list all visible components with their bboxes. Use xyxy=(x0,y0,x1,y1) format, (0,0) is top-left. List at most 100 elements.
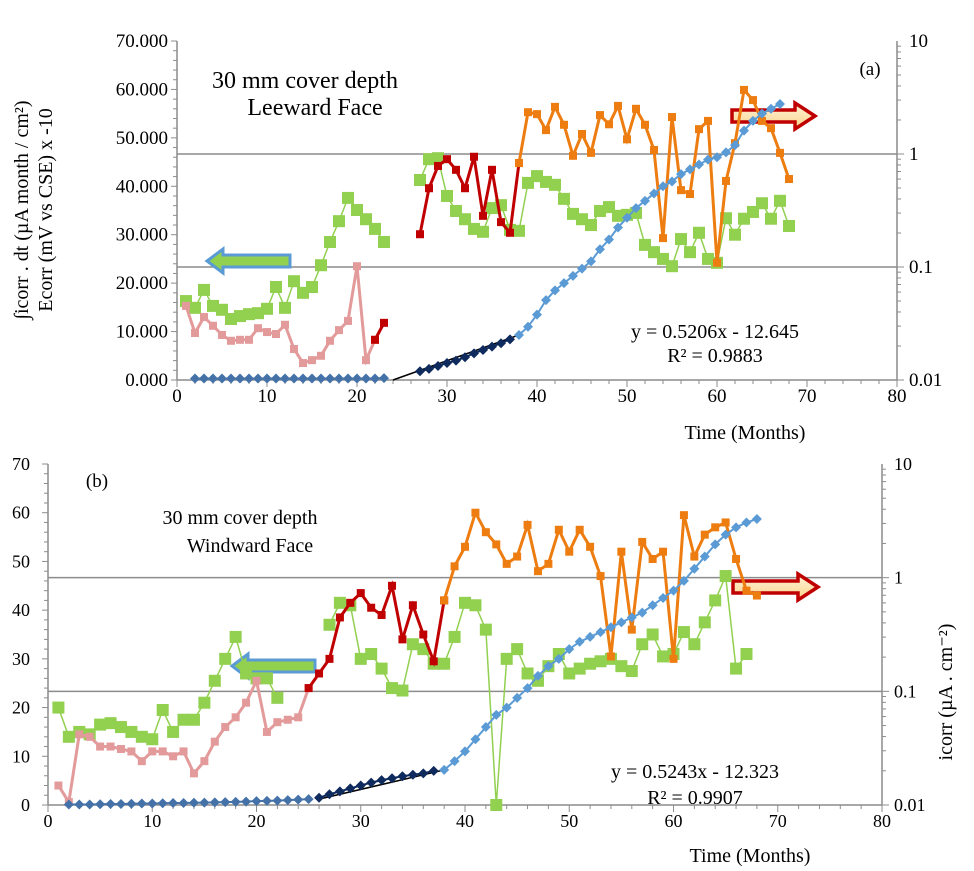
data-point xyxy=(684,246,696,259)
data-point xyxy=(127,747,136,756)
data-point xyxy=(575,525,584,534)
data-point xyxy=(210,737,219,746)
data-point xyxy=(432,152,444,165)
data-point xyxy=(677,626,690,639)
series-line-icorr-early xyxy=(184,265,377,366)
data-point xyxy=(658,592,669,603)
data-point xyxy=(369,222,381,235)
data-point xyxy=(200,313,208,322)
y2-tick-label: 1 xyxy=(909,144,919,165)
data-point xyxy=(574,636,585,647)
data-point xyxy=(523,321,533,332)
data-point xyxy=(479,623,492,636)
data-point xyxy=(577,263,587,274)
data-point xyxy=(480,722,491,733)
data-point xyxy=(208,674,221,687)
x-tick-label: 60 xyxy=(665,811,683,831)
data-point xyxy=(334,786,345,797)
data-point xyxy=(497,218,505,227)
data-point xyxy=(488,165,496,174)
series-line-cumulative-early xyxy=(68,798,309,806)
data-point xyxy=(689,563,700,574)
data-point xyxy=(688,638,701,651)
data-point xyxy=(720,529,731,540)
series-line-icorr-early xyxy=(57,676,311,807)
data-point xyxy=(694,159,704,170)
data-point xyxy=(146,733,159,746)
data-point xyxy=(282,795,293,806)
data-point xyxy=(199,373,209,384)
data-point xyxy=(587,148,595,157)
data-point xyxy=(388,581,397,590)
data-point xyxy=(461,542,469,551)
data-point xyxy=(442,358,452,369)
data-point xyxy=(586,256,596,267)
panel-label: (b) xyxy=(86,471,108,492)
series-line-cumulative-late xyxy=(443,518,758,771)
data-point xyxy=(314,792,325,803)
left-axis-arrow-icon xyxy=(204,246,292,276)
data-point xyxy=(443,155,451,164)
data-point xyxy=(148,747,157,756)
data-point xyxy=(668,113,676,122)
data-point xyxy=(290,345,298,354)
data-point xyxy=(677,186,685,195)
x-tick-label: 50 xyxy=(618,386,637,407)
data-point xyxy=(543,661,554,672)
data-point xyxy=(578,129,586,138)
data-point xyxy=(293,794,304,805)
data-point xyxy=(227,336,235,345)
data-point xyxy=(699,551,710,562)
data-point xyxy=(729,228,741,241)
data-point xyxy=(261,795,272,806)
y-tick-label: 20.000 xyxy=(116,273,168,294)
data-point xyxy=(491,709,502,720)
data-point xyxy=(783,219,795,232)
data-point xyxy=(115,799,126,810)
data-point xyxy=(251,796,262,807)
trendline-r2: R² = 0.9907 xyxy=(647,787,743,809)
data-point xyxy=(415,366,425,377)
data-point xyxy=(323,618,336,631)
trendline-equation: y = 0.5243x - 12.323 xyxy=(611,761,779,783)
data-point xyxy=(470,734,481,745)
data-point xyxy=(459,596,471,609)
data-point xyxy=(168,798,179,809)
data-point xyxy=(324,235,336,248)
data-point xyxy=(261,302,273,315)
y-tick-label: 0.000 xyxy=(125,370,168,391)
data-point xyxy=(686,190,694,199)
data-point xyxy=(515,159,523,168)
data-point xyxy=(470,152,478,161)
data-point xyxy=(299,359,307,368)
data-point xyxy=(698,616,711,629)
data-point xyxy=(304,684,313,693)
data-point xyxy=(648,246,660,259)
data-point xyxy=(700,530,709,539)
data-point xyxy=(632,104,640,113)
data-point xyxy=(352,373,362,384)
data-point xyxy=(96,742,105,751)
data-point xyxy=(105,799,116,810)
data-point xyxy=(550,285,560,296)
data-point xyxy=(262,727,271,736)
data-point xyxy=(460,746,470,757)
data-point xyxy=(343,373,353,384)
data-point xyxy=(189,301,201,314)
data-point xyxy=(595,627,606,638)
x-tick-label: 0 xyxy=(44,811,53,831)
data-point xyxy=(157,798,168,809)
data-point xyxy=(334,373,344,384)
data-point xyxy=(757,108,767,119)
data-point xyxy=(200,757,209,766)
data-point xyxy=(767,124,775,133)
chart-panel-b: 0 10 20 30 40 50 60 70 0 10 20 30 40 50 60 70 800.01 0.1 1… xyxy=(12,454,957,867)
data-point xyxy=(94,718,107,731)
chart-panel-a: 0.000 10.000 20.000 30.000 40.000 50.000 60.00… xyxy=(11,31,942,444)
data-point xyxy=(147,798,158,809)
data-point xyxy=(631,203,641,214)
trendline-r2: R² = 0.9883 xyxy=(667,345,763,367)
data-point xyxy=(450,562,459,571)
data-point xyxy=(596,572,605,581)
y2-tick-label: 10 xyxy=(894,454,912,474)
